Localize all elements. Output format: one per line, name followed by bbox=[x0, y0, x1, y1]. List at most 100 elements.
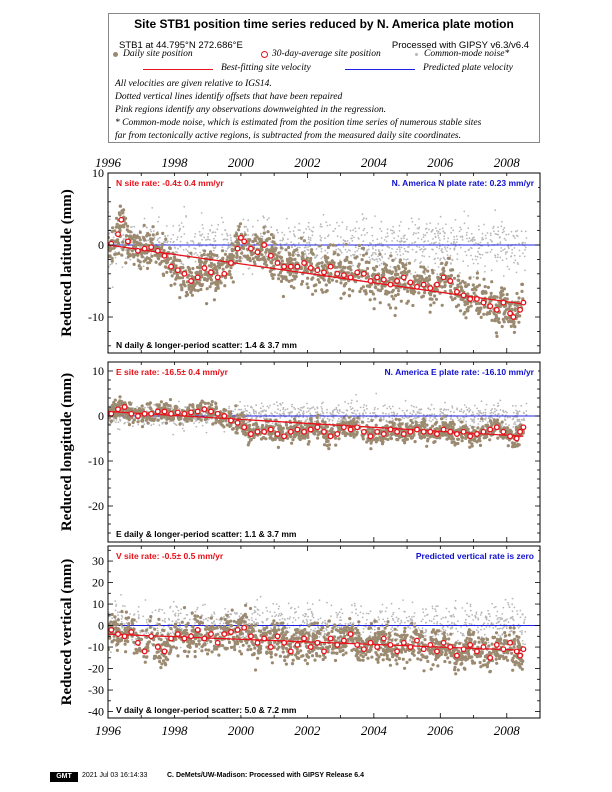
cmn-point bbox=[341, 411, 344, 414]
cmn-point bbox=[224, 249, 227, 252]
cmn-point bbox=[457, 419, 460, 421]
daily-point bbox=[324, 283, 328, 287]
cmn-point bbox=[380, 230, 383, 233]
daily-point bbox=[499, 292, 503, 297]
cmn-point bbox=[366, 420, 369, 423]
cmn-point bbox=[434, 417, 437, 420]
daily-point bbox=[366, 275, 371, 279]
daily-point bbox=[262, 256, 266, 260]
daily-point bbox=[294, 434, 298, 438]
daily-point bbox=[293, 257, 297, 261]
avg30-point bbox=[387, 281, 394, 288]
avg30-point bbox=[460, 292, 467, 299]
daily-point bbox=[262, 225, 266, 229]
daily-point bbox=[517, 320, 521, 324]
cmn-point bbox=[439, 215, 442, 218]
cmn-point bbox=[163, 421, 165, 424]
legend-predicted-label: Predicted plate velocity bbox=[423, 63, 513, 73]
avg30-point bbox=[194, 274, 201, 281]
cmn-point bbox=[479, 257, 482, 259]
daily-point bbox=[375, 265, 379, 269]
daily-point bbox=[147, 402, 152, 406]
cmn-point bbox=[294, 408, 297, 411]
cmn-point bbox=[171, 407, 174, 409]
daily-point bbox=[347, 287, 352, 291]
cmn-point bbox=[463, 416, 466, 419]
daily-point bbox=[302, 239, 306, 243]
cmn-point bbox=[217, 223, 220, 226]
cmn-point bbox=[125, 257, 127, 260]
cmn-point bbox=[400, 221, 402, 223]
cmn-point bbox=[446, 246, 449, 249]
cmn-point bbox=[287, 411, 290, 414]
cmn-point bbox=[479, 241, 482, 244]
scatter-text: N daily & longer-period scatter: 1.4 & 3… bbox=[116, 340, 297, 350]
daily-point bbox=[506, 444, 510, 448]
cmn-point bbox=[185, 406, 187, 409]
cmn-point bbox=[456, 407, 458, 410]
cmn-point bbox=[442, 417, 445, 420]
daily-point bbox=[505, 292, 509, 297]
daily-point bbox=[330, 259, 334, 263]
cmn-point bbox=[303, 246, 306, 249]
daily-point bbox=[114, 225, 118, 229]
cmn-point bbox=[499, 409, 502, 411]
cmn-point bbox=[351, 407, 354, 410]
cmn-point bbox=[214, 246, 217, 249]
cmn-point bbox=[489, 412, 492, 415]
cmn-point bbox=[321, 256, 324, 258]
cmn-point bbox=[428, 255, 431, 258]
cmn-point bbox=[451, 407, 454, 409]
cmn-point bbox=[230, 239, 233, 242]
daily-point bbox=[488, 309, 492, 313]
daily-point bbox=[220, 249, 225, 253]
daily-point bbox=[426, 279, 430, 283]
cmn-point bbox=[322, 401, 324, 404]
cmn-point bbox=[450, 227, 453, 229]
cmn-point bbox=[439, 257, 442, 260]
cmn-point bbox=[430, 420, 433, 423]
cmn-point bbox=[420, 261, 422, 263]
cmn-point bbox=[303, 249, 306, 252]
daily-point bbox=[415, 274, 419, 278]
daily-point bbox=[150, 254, 154, 258]
cmn-point bbox=[424, 417, 427, 419]
daily-point bbox=[159, 261, 163, 265]
cmn-point bbox=[516, 420, 519, 423]
cmn-point bbox=[444, 401, 446, 404]
daily-point bbox=[419, 279, 423, 283]
daily-point bbox=[298, 437, 302, 442]
avg30-point bbox=[141, 245, 148, 252]
cmn-point bbox=[352, 412, 355, 414]
cmn-point bbox=[311, 234, 314, 237]
cmn-point bbox=[111, 286, 114, 288]
daily-point bbox=[393, 266, 397, 270]
daily-point bbox=[422, 417, 426, 421]
cmn-point bbox=[357, 247, 360, 250]
cmn-point bbox=[420, 238, 423, 241]
cmn-point bbox=[188, 245, 191, 248]
cmn-point bbox=[420, 248, 423, 250]
cmn-point bbox=[291, 405, 293, 408]
daily-point bbox=[266, 230, 270, 234]
legend-bestfit-label: Best-fitting site velocity bbox=[221, 63, 311, 73]
daily-point bbox=[463, 281, 467, 285]
cmn-point bbox=[346, 226, 348, 228]
daily-point bbox=[190, 288, 194, 292]
daily-point bbox=[142, 237, 146, 241]
cmn-point bbox=[453, 235, 455, 238]
cmn-point bbox=[463, 222, 466, 225]
cmn-point bbox=[424, 248, 427, 250]
daily-point bbox=[280, 259, 284, 263]
daily-point bbox=[291, 438, 295, 442]
cmn-point bbox=[394, 257, 397, 260]
daily-point bbox=[361, 285, 365, 289]
daily-point bbox=[243, 254, 247, 258]
daily-point bbox=[325, 267, 329, 271]
cmn-point bbox=[282, 237, 284, 240]
cmn-point bbox=[131, 401, 134, 404]
cmn-point bbox=[127, 421, 129, 424]
cmn-point bbox=[274, 425, 277, 428]
daily-point bbox=[271, 235, 276, 240]
cmn-point bbox=[464, 250, 467, 253]
